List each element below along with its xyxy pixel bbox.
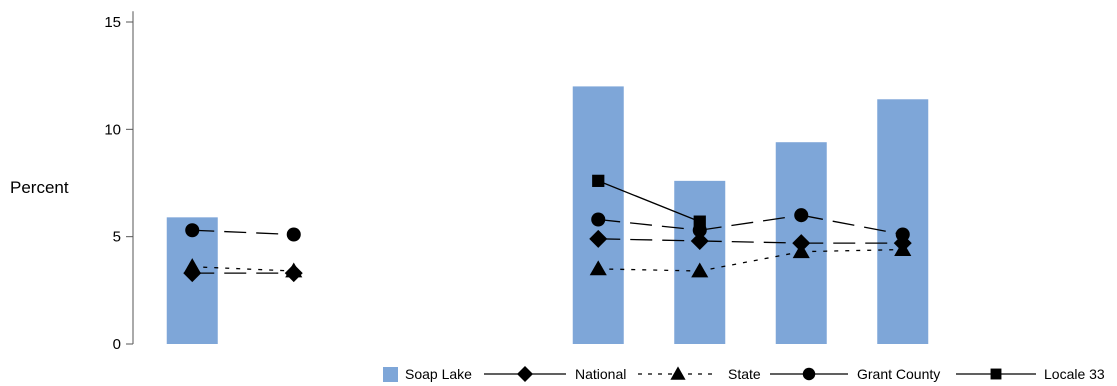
bar xyxy=(674,180,726,344)
bars xyxy=(166,86,929,345)
legend-label: Grant County xyxy=(857,366,940,382)
triangle-marker xyxy=(894,240,912,256)
legend-item: Locale 33 xyxy=(956,366,1105,382)
legend-item: Soap Lake xyxy=(383,366,472,382)
circle-marker xyxy=(802,367,816,381)
circle-marker xyxy=(895,227,910,242)
square-marker xyxy=(693,215,706,228)
triangle-marker xyxy=(691,262,709,278)
legend-item: State xyxy=(638,366,761,382)
triangle-marker xyxy=(285,262,303,278)
triangle-marker xyxy=(670,366,686,380)
legend-label: State xyxy=(728,366,761,382)
diamond-marker xyxy=(690,231,709,250)
square-marker xyxy=(592,174,605,187)
diamond-marker xyxy=(517,366,533,382)
series-markers xyxy=(183,174,912,283)
series-line-segment xyxy=(699,214,802,231)
series-line-segment xyxy=(598,180,700,223)
circle-marker xyxy=(286,227,301,242)
circle-marker xyxy=(185,223,200,238)
legend-label: Soap Lake xyxy=(405,366,472,382)
y-tick-label: 5 xyxy=(113,229,121,246)
triangle-marker xyxy=(183,258,201,274)
series-line-segment xyxy=(801,214,903,236)
diamond-marker xyxy=(589,229,608,248)
series-line-segment xyxy=(598,238,700,242)
series-line-segment xyxy=(699,240,802,244)
y-tick-label: 15 xyxy=(104,14,121,31)
bar xyxy=(877,99,929,344)
series-lines xyxy=(192,180,903,274)
legend-item: National xyxy=(484,366,626,382)
triangle-marker xyxy=(792,243,810,259)
square-marker xyxy=(990,368,1002,380)
axes: 0 5 10 15 xyxy=(104,11,134,353)
diamond-marker xyxy=(792,234,811,253)
circle-marker xyxy=(794,208,809,223)
y-tick-label: 10 xyxy=(104,121,121,138)
y-tick-label: 0 xyxy=(113,336,121,353)
legend-label: Locale 33 xyxy=(1044,366,1105,382)
triangle-marker xyxy=(589,260,607,276)
legend-swatch xyxy=(383,367,398,382)
y-axis-label: Percent xyxy=(10,178,69,197)
legend-label: National xyxy=(575,366,626,382)
legend: Soap Lake National State Grant County Locale… xyxy=(383,366,1105,382)
legend-item: Grant County xyxy=(770,366,940,382)
series-line-segment xyxy=(598,218,700,231)
series-line-segment xyxy=(192,229,294,236)
circle-marker xyxy=(591,212,606,227)
